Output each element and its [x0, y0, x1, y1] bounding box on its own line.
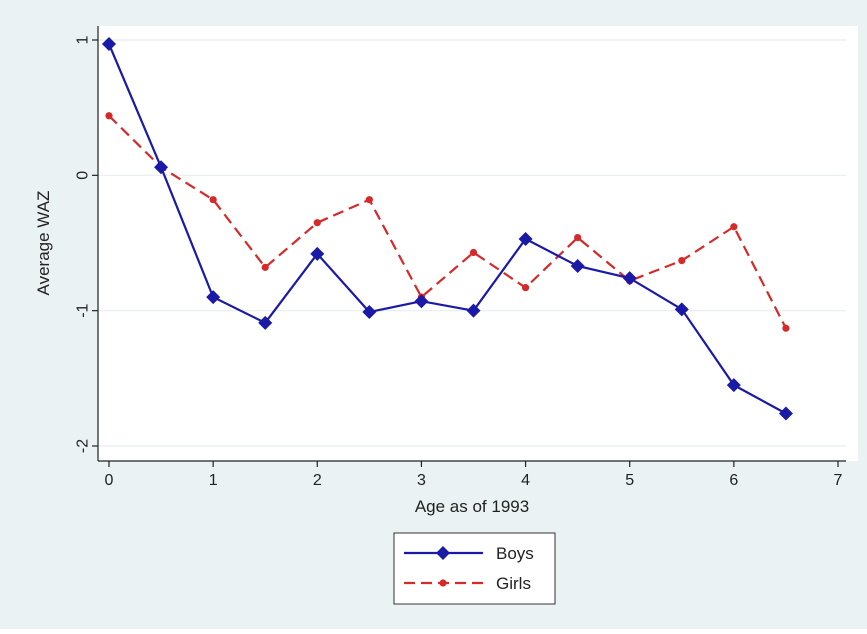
series-girls-point [782, 324, 790, 332]
series-girls-line [108, 115, 787, 329]
y-tick-label: 1 [75, 35, 92, 44]
series-boys-point [778, 406, 793, 421]
series-girls-point [313, 219, 321, 227]
series-boys-point [206, 290, 221, 305]
series-boys-point [466, 303, 481, 318]
series-girls-point [469, 248, 478, 257]
series-boys-point [310, 246, 325, 261]
series-boys-point [362, 305, 377, 320]
y-tick-label: -1 [75, 303, 92, 317]
y-tick-label: -2 [75, 439, 92, 453]
series-boys-point [258, 315, 273, 330]
series-boys-point [414, 294, 429, 309]
series-girls-point [678, 256, 686, 265]
series-boys-point [102, 37, 116, 52]
series-girls-point [730, 223, 738, 231]
plot-area [98, 26, 858, 461]
legend-girls-marker [439, 579, 447, 587]
legend: Boys Girls [393, 532, 556, 605]
series-girls-point [261, 263, 269, 271]
x-tick-label: 6 [729, 472, 738, 489]
series-girls-point [105, 112, 113, 120]
x-tick-label: 3 [417, 472, 426, 489]
series-boys-point [674, 302, 689, 317]
series-girls-point [209, 196, 217, 204]
series-boys-point [154, 160, 169, 175]
series-girls-point [574, 233, 582, 242]
legend-girls-label: Girls [496, 574, 531, 593]
x-tick-label: 2 [313, 472, 322, 489]
x-tick-label: 0 [105, 472, 114, 489]
y-axis-title: Average WAZ [34, 191, 53, 296]
x-axis-title: Age as of 1993 [415, 497, 529, 516]
x-tick-label: 4 [521, 472, 530, 489]
x-tick-label: 1 [209, 472, 218, 489]
legend-box [393, 532, 556, 605]
series-boys-line [107, 43, 787, 415]
series-boys-point [518, 231, 533, 246]
series-boys-point [570, 259, 585, 274]
series-boys-point [622, 271, 637, 286]
series-boys-point [726, 378, 741, 393]
x-tick-label: 5 [625, 472, 634, 489]
y-tick-label: 0 [75, 171, 92, 180]
legend-boys-label: Boys [496, 544, 534, 563]
tick-labels: -2 -1 0 1 0 1 2 3 4 5 6 7 [75, 35, 843, 489]
x-tick-label: 7 [834, 472, 843, 489]
series-layer [102, 37, 793, 421]
series-girls-point [521, 284, 530, 292]
axes [97, 26, 846, 462]
legend-boys-marker [436, 546, 450, 560]
series-girls-point [365, 196, 373, 204]
